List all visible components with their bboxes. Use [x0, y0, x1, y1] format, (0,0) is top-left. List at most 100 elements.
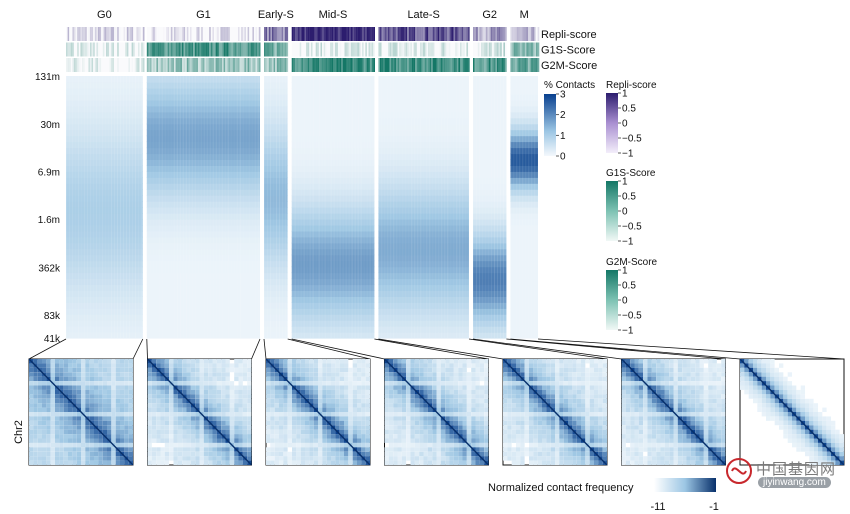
heatmap-band [264, 308, 288, 315]
annotation-cell [293, 42, 295, 57]
annotation-cell [302, 42, 305, 57]
matrix-cell [708, 394, 713, 399]
annotation-cell [247, 27, 250, 41]
matrix-cell [242, 363, 248, 368]
matrix-cell [449, 367, 454, 373]
matrix-cell [406, 407, 411, 413]
matrix-cell [602, 363, 608, 368]
annotation-cell [133, 58, 135, 72]
annotation-cell [159, 42, 162, 57]
matrix-cell [216, 442, 222, 448]
matrix-cell [550, 456, 556, 461]
matrix-cell [89, 403, 95, 408]
matrix-cell [195, 398, 200, 404]
matrix-cell [630, 425, 635, 430]
matrix-cell [309, 389, 314, 395]
score-legend-tick-label: 0.5 [622, 192, 636, 203]
matrix-cell [98, 394, 103, 399]
matrix-cell [305, 385, 310, 390]
matrix-cell [169, 447, 174, 452]
annotation-cell [138, 27, 140, 41]
matrix-cell [546, 460, 551, 466]
heatmap-band [66, 159, 143, 166]
matrix-cell [533, 416, 538, 421]
annotation-cell [298, 58, 300, 72]
matrix-cell [507, 456, 512, 461]
annotation-cell [101, 27, 103, 41]
annotation-cell [85, 27, 87, 41]
heatmap-streak [381, 76, 383, 338]
matrix-cell [559, 394, 564, 399]
matrix-cell [524, 359, 530, 364]
matrix-cell [682, 447, 687, 452]
matrix-cell [344, 407, 349, 413]
matrix-cell [634, 447, 639, 452]
matrix-cell [602, 394, 608, 399]
matrix-cell [800, 398, 806, 404]
matrix-cell [229, 403, 235, 408]
heatmap-band [264, 76, 288, 83]
matrix-cell [182, 385, 187, 390]
matrix-cell [242, 394, 248, 399]
matrix-cell [507, 394, 512, 399]
matrix-cell [37, 389, 43, 395]
heatmap-band [378, 147, 469, 155]
matrix-cell [352, 425, 358, 430]
matrix-cell [401, 407, 407, 413]
matrix-cell [37, 403, 43, 408]
score-legend-tick-label: 1 [622, 266, 628, 277]
matrix-cell [352, 456, 358, 461]
annotation-cell [142, 42, 145, 57]
matrix-cell [331, 398, 336, 404]
matrix-cell [305, 389, 310, 395]
matrix-cell [208, 367, 213, 373]
annotation-cell [431, 58, 433, 72]
matrix-cell [318, 363, 323, 368]
matrix-cell [410, 381, 415, 386]
matrix-cell [42, 363, 47, 368]
matrix-cell [542, 359, 547, 364]
annotation-cell [524, 27, 527, 41]
matrix-cell [546, 420, 551, 426]
matrix-cell [453, 372, 459, 377]
matrix-cell [690, 420, 696, 426]
matrix-cell [46, 447, 51, 452]
annotation-cell [383, 58, 385, 72]
matrix-cell [651, 381, 657, 386]
matrix-diagonal [147, 358, 252, 466]
matrix-cell [572, 412, 577, 417]
matrix-cell [72, 451, 77, 457]
matrix-cell [59, 420, 64, 426]
annotation-cell [325, 27, 327, 41]
matrix-cell [318, 367, 323, 373]
matrix-cell [279, 385, 284, 390]
matrix-cell [305, 456, 310, 461]
matrix-cell [42, 425, 47, 430]
matrix-cell [449, 398, 454, 404]
matrix-cell [94, 451, 99, 457]
matrix-cell [581, 451, 586, 457]
matrix-cell [190, 451, 196, 457]
matrix-cell [699, 460, 704, 466]
matrix-cell [524, 372, 530, 377]
matrix-cell [216, 363, 222, 368]
annotation-cell [284, 42, 287, 57]
matrix-cell [458, 416, 463, 421]
connector-line [472, 338, 622, 360]
matrix-cell [182, 359, 187, 364]
annotation-cell [450, 58, 453, 72]
matrix-cell [94, 434, 99, 439]
matrix-cell [766, 389, 771, 395]
matrix-cell [318, 416, 323, 421]
matrix-cell [151, 438, 157, 443]
matrix-cell [695, 412, 700, 417]
matrix-cell [274, 451, 280, 457]
matrix-cell [397, 460, 402, 466]
matrix-cell [634, 451, 639, 457]
heatmap-band [473, 218, 507, 226]
matrix-cell [164, 389, 170, 395]
matrix-cell [115, 372, 121, 377]
matrix-cell [42, 407, 47, 413]
matrix-cell [630, 416, 635, 421]
heatmap-band [264, 218, 288, 226]
